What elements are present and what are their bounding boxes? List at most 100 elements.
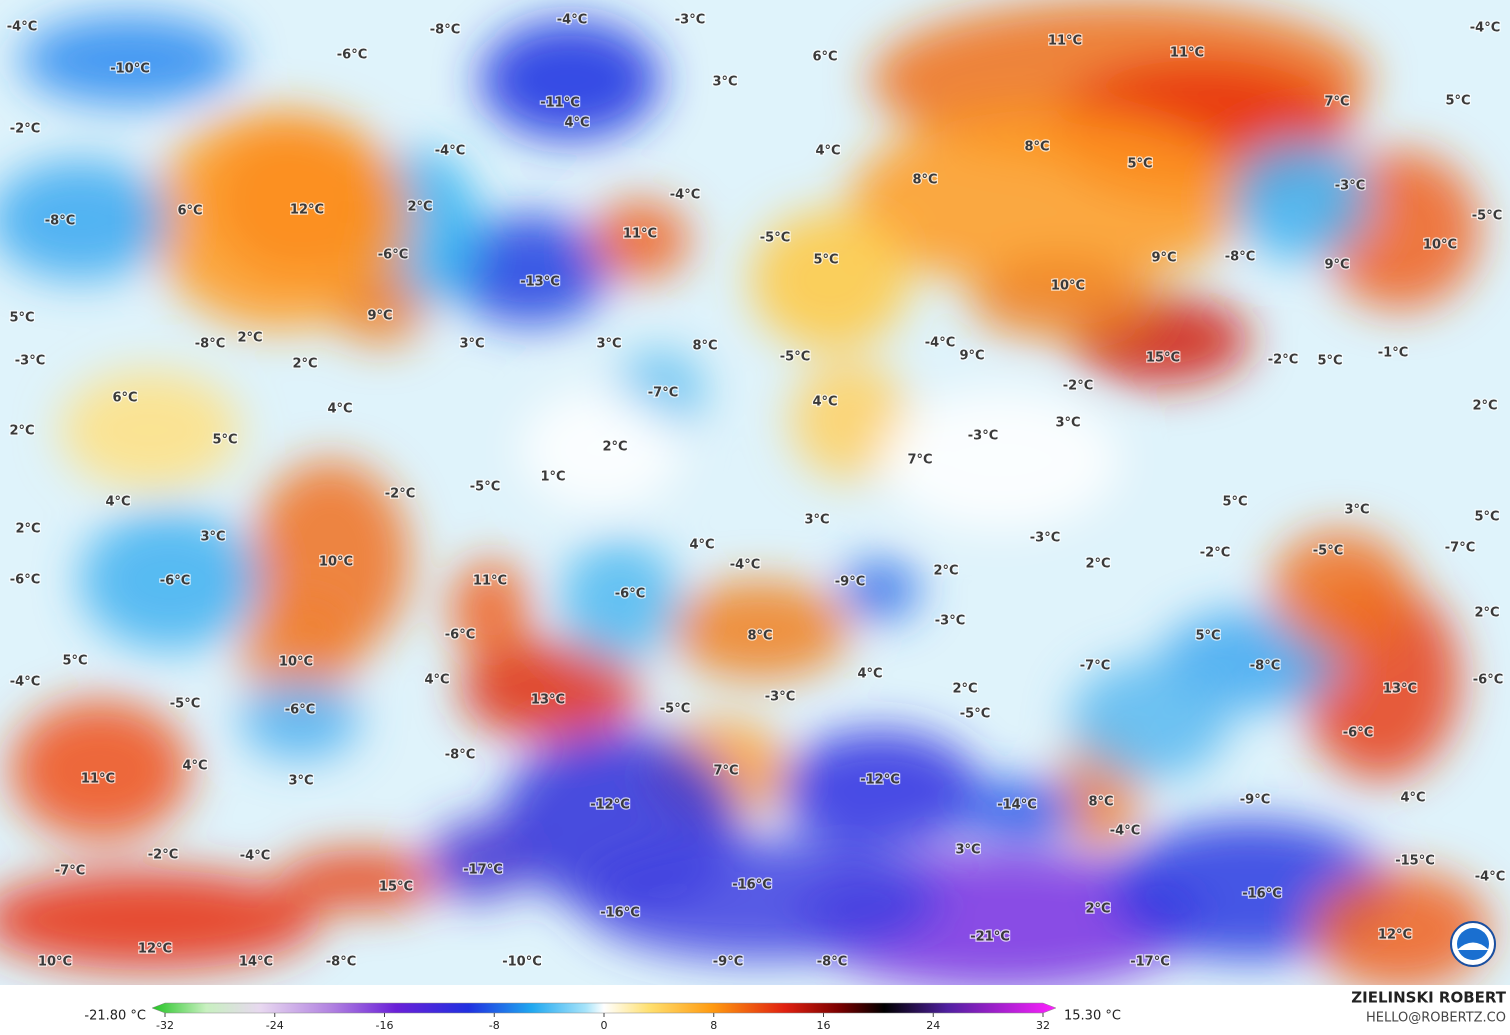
temperature-label: -8°C <box>1225 250 1255 265</box>
temperature-label: -8°C <box>817 955 847 970</box>
temperature-label: 4°C <box>812 395 837 410</box>
field-blob <box>150 110 410 330</box>
temperature-label: -7°C <box>1080 659 1110 674</box>
temperature-label: 3°C <box>804 513 829 528</box>
temperature-label: -2°C <box>1268 353 1298 368</box>
temperature-label: 12°C <box>1378 928 1412 943</box>
temperature-label: 4°C <box>1400 791 1425 806</box>
field-blob <box>480 20 660 140</box>
temperature-label: 7°C <box>1324 95 1349 110</box>
temperature-label: 5°C <box>1474 510 1499 525</box>
temperature-label: -6°C <box>337 48 367 63</box>
temperature-label: -9°C <box>835 575 865 590</box>
field-blob <box>580 840 940 960</box>
temperature-label: -1°C <box>1378 346 1408 361</box>
temperature-label: 4°C <box>424 673 449 688</box>
field-blob <box>450 215 610 325</box>
temperature-label: 4°C <box>327 402 352 417</box>
field-blob <box>10 700 190 840</box>
colorbar-tick-label: -8 <box>489 1019 500 1032</box>
field-blob <box>460 640 640 740</box>
temperature-label: -3°C <box>1030 531 1060 546</box>
temperature-label: 12°C <box>290 203 324 218</box>
temperature-label: -3°C <box>15 354 45 369</box>
field-blob <box>520 390 680 510</box>
temperature-label: 10°C <box>279 655 313 670</box>
temperature-label: -5°C <box>780 350 810 365</box>
colorbar-tick-label: -24 <box>266 1019 284 1032</box>
temperature-labels: -4°C -10°C -6°C -8°C -4°C -3°C -11°C 4°C 3°C 6°C 1… <box>6 11 1507 971</box>
temperature-label: -6°C <box>285 703 315 718</box>
temperature-label: -5°C <box>660 702 690 717</box>
temperature-label: 11°C <box>1048 34 1082 49</box>
temperature-label: 8°C <box>692 339 717 354</box>
field-blob <box>1310 870 1490 985</box>
temperature-label: 15°C <box>379 880 413 895</box>
field-blob <box>960 780 1080 840</box>
colorbar-tick-label: 24 <box>926 1019 940 1032</box>
temperature-label: -6°C <box>1343 726 1373 741</box>
temperature-label: -16°C <box>732 878 772 893</box>
field-blob <box>280 850 440 910</box>
temperature-label: -9°C <box>713 955 743 970</box>
field-blob <box>780 730 980 850</box>
field-blob <box>850 110 1250 290</box>
temperature-label: -13°C <box>520 275 560 290</box>
field-blob <box>560 540 680 660</box>
temperature-label: -6°C <box>160 574 190 589</box>
temperature-label: -4°C <box>10 675 40 690</box>
temperature-label: 10°C <box>38 955 72 970</box>
temperature-label: 5°C <box>1195 629 1220 644</box>
temperature-label: 2°C <box>1085 902 1110 917</box>
temperature-label: -3°C <box>765 690 795 705</box>
temperature-label: -17°C <box>1130 955 1170 970</box>
temperature-label: -2°C <box>148 848 178 863</box>
temperature-label: 2°C <box>292 357 317 372</box>
colorbar-tick-label: -16 <box>376 1019 394 1032</box>
field-blob <box>1230 140 1370 260</box>
field-blob <box>450 560 530 660</box>
field-blob <box>840 560 920 620</box>
temperature-label: 10°C <box>1423 238 1457 253</box>
temperature-label: 11°C <box>623 227 657 242</box>
temperature-label: 11°C <box>473 574 507 589</box>
credit-contact: HELLO@ROBERTZ.CO <box>1366 1011 1506 1026</box>
temperature-label: -10°C <box>110 62 150 77</box>
temperature-label: 4°C <box>564 116 589 131</box>
temperature-label: -6°C <box>10 573 40 588</box>
temperature-label: -7°C <box>55 864 85 879</box>
colorbar-min: -21.80 °C <box>84 1009 146 1024</box>
temperature-label: 2°C <box>933 564 958 579</box>
temperature-label: -8°C <box>445 748 475 763</box>
temperature-label: -15°C <box>1395 854 1435 869</box>
temperature-label: 12°C <box>138 942 172 957</box>
temperature-label: -3°C <box>675 13 705 28</box>
temperature-label: -17°C <box>463 863 503 878</box>
temperature-label: -6°C <box>445 628 475 643</box>
temperature-label: 15°C <box>1146 351 1180 366</box>
temperature-label: -4°C <box>670 188 700 203</box>
temperature-label: -5°C <box>1472 209 1502 224</box>
temperature-label: 2°C <box>1085 557 1110 572</box>
temperature-label: 8°C <box>912 173 937 188</box>
field-blob <box>240 600 360 700</box>
temperature-label: 11°C <box>81 772 115 787</box>
colorbar-tick-label: -32 <box>156 1019 174 1032</box>
temperature-label: 6°C <box>812 50 837 65</box>
temperature-label: -2°C <box>1063 379 1093 394</box>
temperature-label: 4°C <box>815 144 840 159</box>
temperature-label: 6°C <box>177 204 202 219</box>
temperature-label: 8°C <box>1088 795 1113 810</box>
field-blob <box>430 820 530 900</box>
temperature-label: 4°C <box>182 759 207 774</box>
temperature-label: 4°C <box>857 667 882 682</box>
temperature-label: 2°C <box>602 440 627 455</box>
temperature-label: 10°C <box>319 555 353 570</box>
field-blob <box>0 160 170 280</box>
temperature-label: -4°C <box>240 849 270 864</box>
temperature-label: 4°C <box>689 538 714 553</box>
field-blob <box>670 580 850 680</box>
temperature-label: -3°C <box>935 614 965 629</box>
temperature-label: 5°C <box>813 253 838 268</box>
field-blob <box>880 390 1120 530</box>
